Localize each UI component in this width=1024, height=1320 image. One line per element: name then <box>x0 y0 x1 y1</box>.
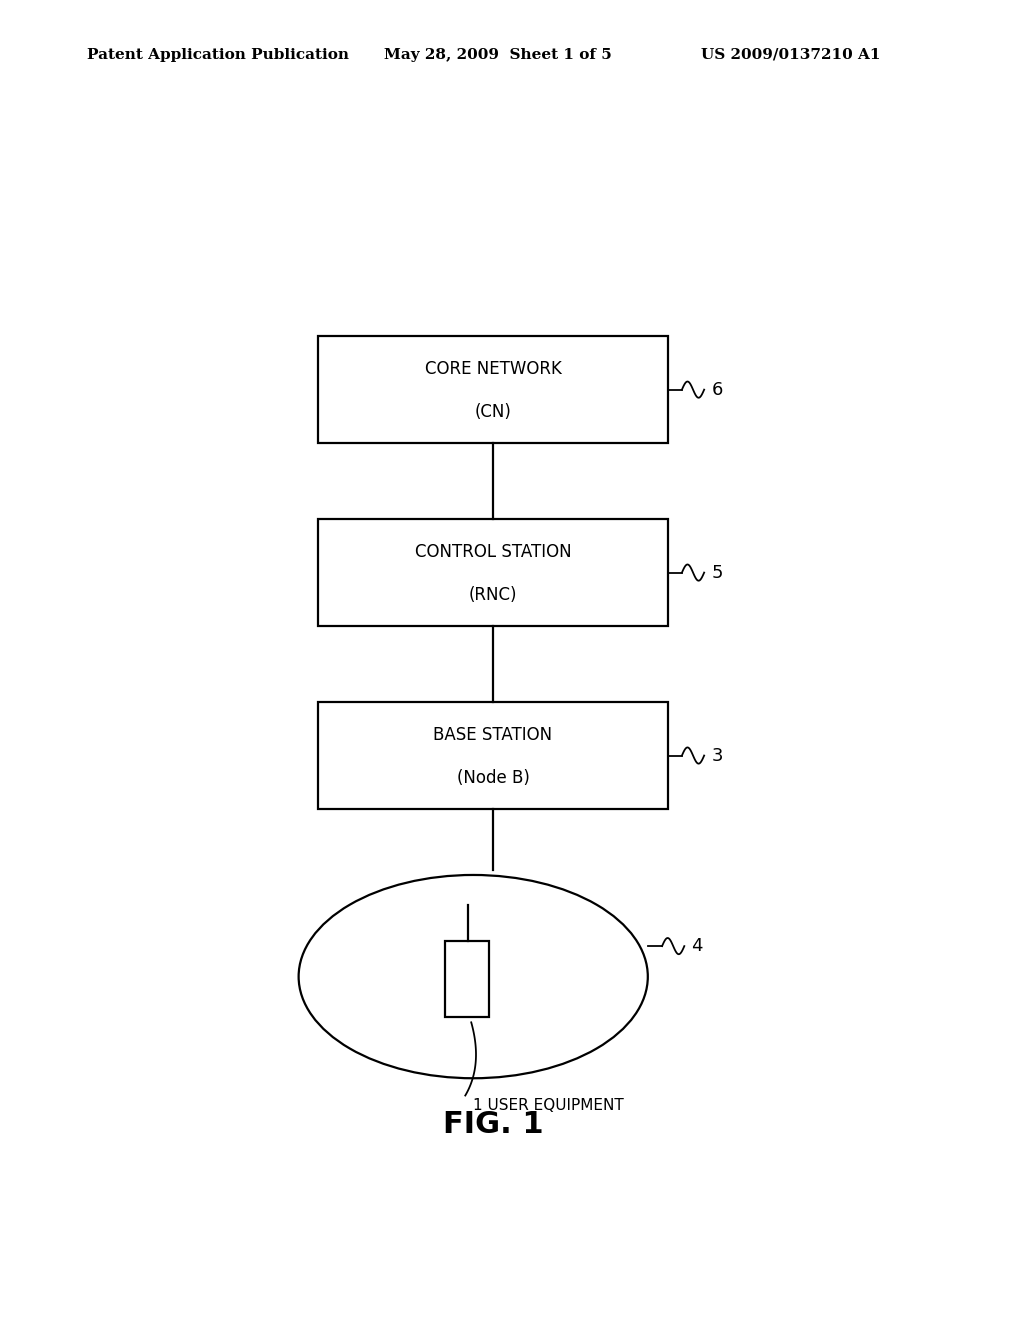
Text: May 28, 2009  Sheet 1 of 5: May 28, 2009 Sheet 1 of 5 <box>384 48 611 62</box>
Text: 4: 4 <box>691 937 702 956</box>
Text: CONTROL STATION: CONTROL STATION <box>415 544 571 561</box>
Text: Patent Application Publication: Patent Application Publication <box>87 48 349 62</box>
Bar <box>318 702 668 809</box>
Text: US 2009/0137210 A1: US 2009/0137210 A1 <box>701 48 881 62</box>
Text: (CN): (CN) <box>474 403 512 421</box>
Text: CORE NETWORK: CORE NETWORK <box>425 360 561 379</box>
Text: (RNC): (RNC) <box>469 586 517 605</box>
Text: 1 USER EQUIPMENT: 1 USER EQUIPMENT <box>473 1098 624 1113</box>
Text: 5: 5 <box>712 564 723 582</box>
Text: 3: 3 <box>712 747 723 764</box>
Text: 6: 6 <box>712 380 723 399</box>
Bar <box>445 941 489 1018</box>
Text: FIG. 1: FIG. 1 <box>442 1110 544 1139</box>
Text: BASE STATION: BASE STATION <box>433 726 553 744</box>
Bar <box>318 519 668 626</box>
Text: (Node B): (Node B) <box>457 768 529 787</box>
Bar <box>318 337 668 444</box>
